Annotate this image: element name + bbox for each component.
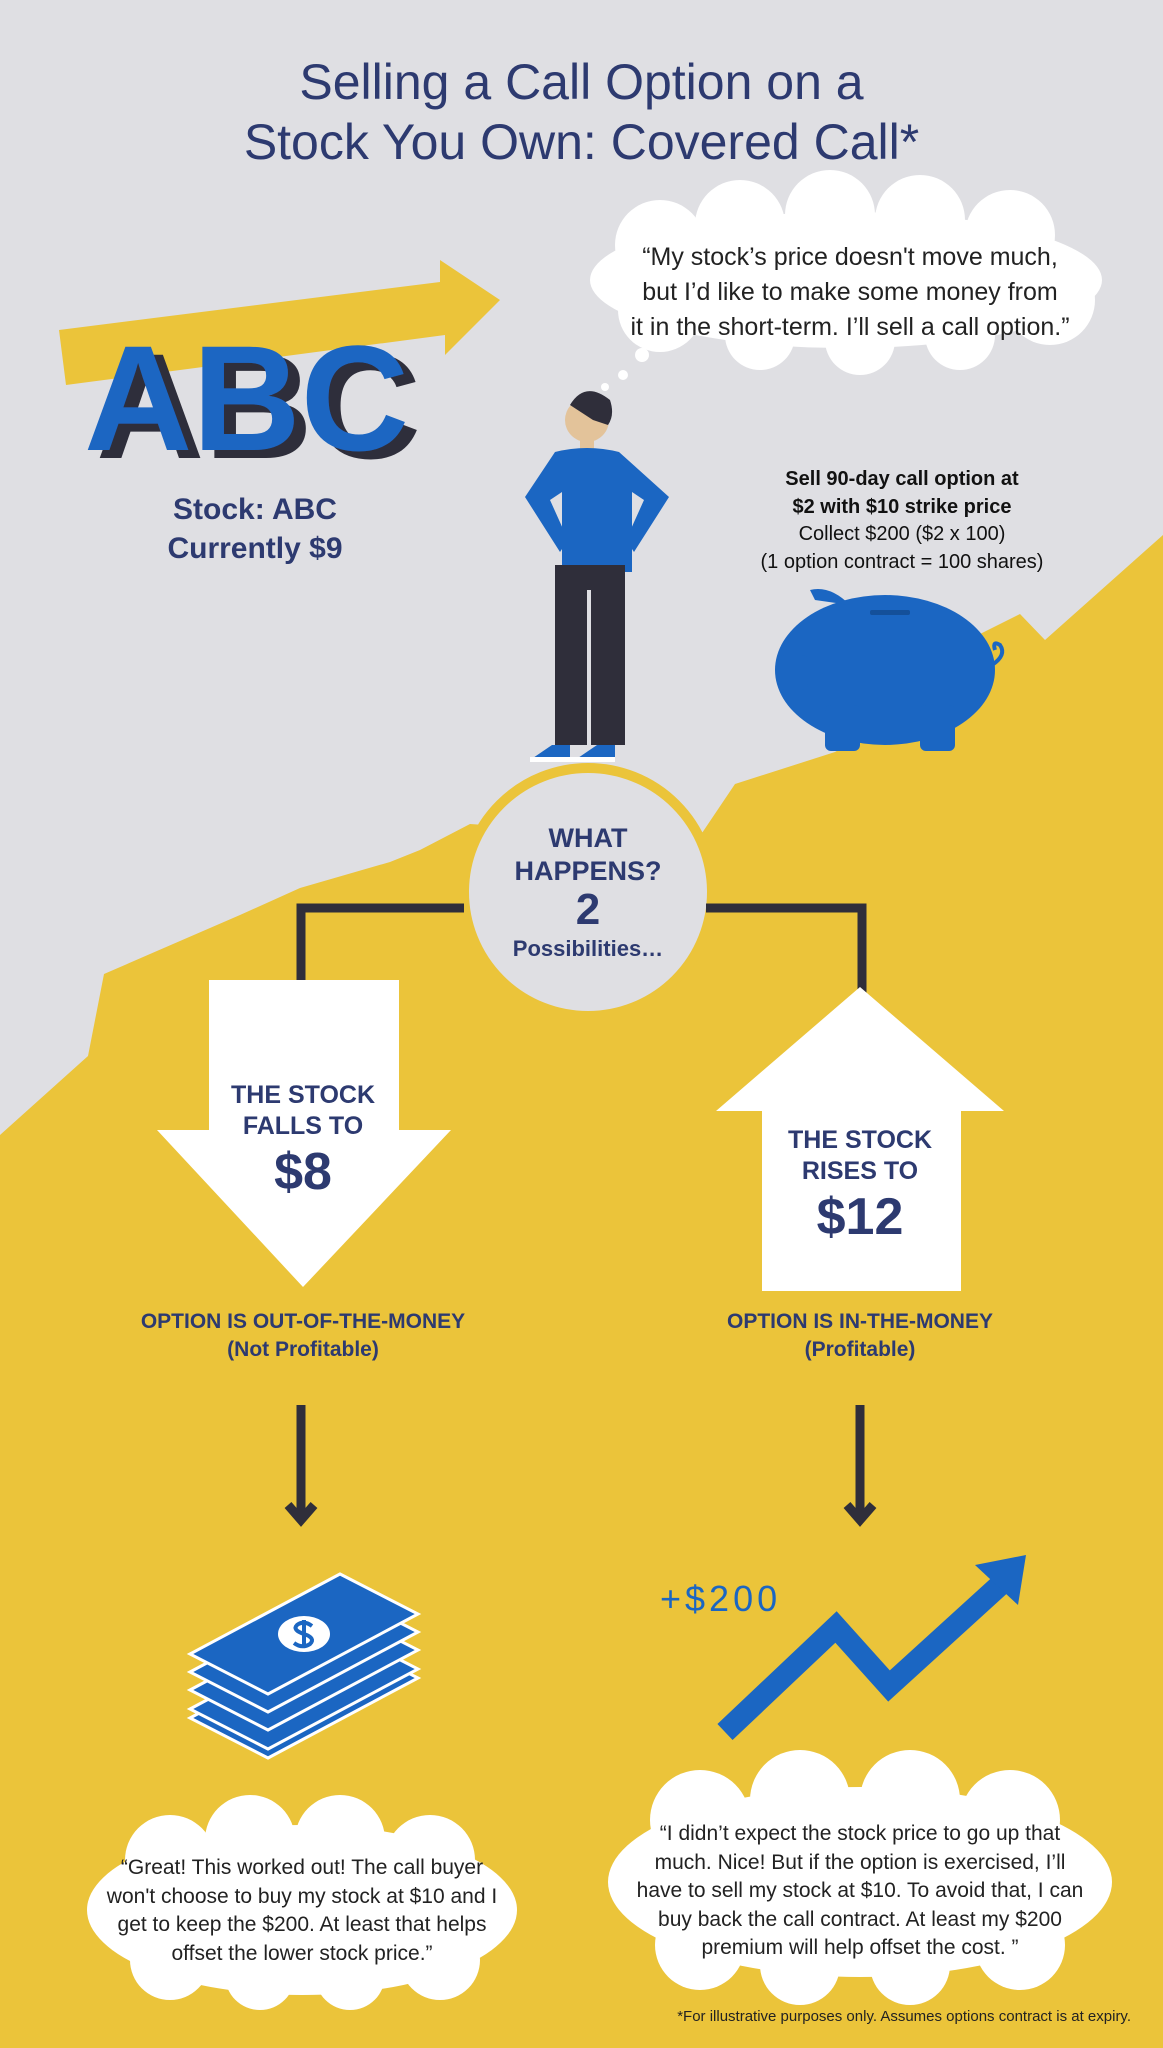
thought-line: but I’d like to make some money from <box>642 278 1058 306</box>
quote-line: have to sell my stock at $10. To avoid t… <box>636 1879 1084 1902</box>
down-arrow-shape <box>157 980 451 1287</box>
quote-line: premium will help offset the cost. ” <box>701 1936 1019 1959</box>
option-note: (Profitable) <box>804 1338 916 1361</box>
center-line: Possibilities… <box>512 936 664 961</box>
title-line-1: Selling a Call Option on a <box>299 54 864 110</box>
left-option-status: OPTION IS OUT-OF-THE-MONEY (Not Profitab… <box>53 1308 553 1364</box>
page-title: Selling a Call Option on a Stock You Own… <box>0 52 1163 172</box>
left-speech-bubble <box>87 1795 517 2010</box>
falls-line: THE STOCK <box>231 1081 375 1109</box>
trade-details: Sell 90-day call option at $2 with $10 s… <box>702 466 1102 576</box>
quote-line: won't choose to buy my stock at $10 and … <box>106 1884 498 1908</box>
right-option-status: OPTION IS IN-THE-MONEY (Profitable) <box>610 1308 1110 1364</box>
abc-logo-text: ABC <box>84 314 409 482</box>
thought-line: it in the short-term. I’ll sell a call o… <box>630 313 1070 341</box>
center-line: WHAT <box>548 823 628 853</box>
money-stack-icon <box>186 1572 422 1760</box>
falls-line: FALLS TO <box>242 1112 364 1140</box>
option-note: (Not Profitable) <box>227 1338 379 1361</box>
option-status: OPTION IS IN-THE-MONEY <box>726 1310 993 1333</box>
rises-price: $12 <box>816 1188 904 1246</box>
stock-info: Stock: ABC Currently $9 <box>105 490 405 568</box>
trade-line: $2 with $10 strike price <box>792 495 1012 518</box>
stock-rises-text: THE STOCK RISES TO $12 <box>710 1125 1010 1247</box>
option-status: OPTION IS OUT-OF-THE-MONEY <box>140 1310 466 1333</box>
stock-price: Currently $9 <box>167 532 343 565</box>
right-quote: “I didn’t expect the stock price to go u… <box>610 1820 1110 1963</box>
piggy-bank-icon <box>775 589 1005 751</box>
what-happens-circle <box>459 763 717 1021</box>
footnote: *For illustrative purposes only. Assumes… <box>677 2008 1131 2025</box>
trade-line: Sell 90-day call option at <box>785 468 1019 490</box>
up-arrow-shape <box>716 987 1004 1291</box>
thought-line: “My stock’s price doesn't move much, <box>642 243 1058 271</box>
right-speech-bubble <box>608 1750 1112 2005</box>
trade-line: (1 option contract = 100 shares) <box>760 550 1044 573</box>
what-happens-text: WHAT HAPPENS? 2 Possibilities… <box>464 822 712 965</box>
stock-falls-text: THE STOCK FALLS TO $8 <box>153 1080 453 1202</box>
rises-line: RISES TO <box>801 1157 919 1185</box>
center-line: HAPPENS? <box>514 856 662 886</box>
stock-name: Stock: ABC <box>173 493 337 526</box>
gain-amount: +$200 <box>660 1578 782 1619</box>
person-illustration <box>525 391 669 762</box>
quote-line: “Great! This worked out! The call buyer <box>120 1856 484 1879</box>
quote-line: much. Nice! But if the option is exercis… <box>654 1850 1066 1874</box>
rises-line: THE STOCK <box>788 1126 932 1154</box>
quote-line: “I didn’t expect the stock price to go u… <box>659 1822 1061 1845</box>
thought-bubble <box>590 170 1102 391</box>
quote-line: offset the lower stock price.” <box>171 1941 433 1965</box>
left-quote: “Great! This worked out! The call buyer … <box>82 1854 522 1968</box>
thought-bubble-text: “My stock’s price doesn't move much, but… <box>600 240 1100 345</box>
trend-up-arrow-icon <box>717 1555 1026 1740</box>
quote-line: get to keep the $200. At least that help… <box>117 1913 487 1936</box>
falls-price: $8 <box>274 1143 332 1201</box>
quote-line: buy back the call contract. At least my … <box>658 1907 1062 1931</box>
possibility-count: 2 <box>575 885 601 934</box>
title-line-2: Stock You Own: Covered Call* <box>243 114 920 170</box>
abc-logo: ABC <box>59 260 500 482</box>
trade-line: Collect $200 ($2 x 100) <box>798 523 1006 545</box>
